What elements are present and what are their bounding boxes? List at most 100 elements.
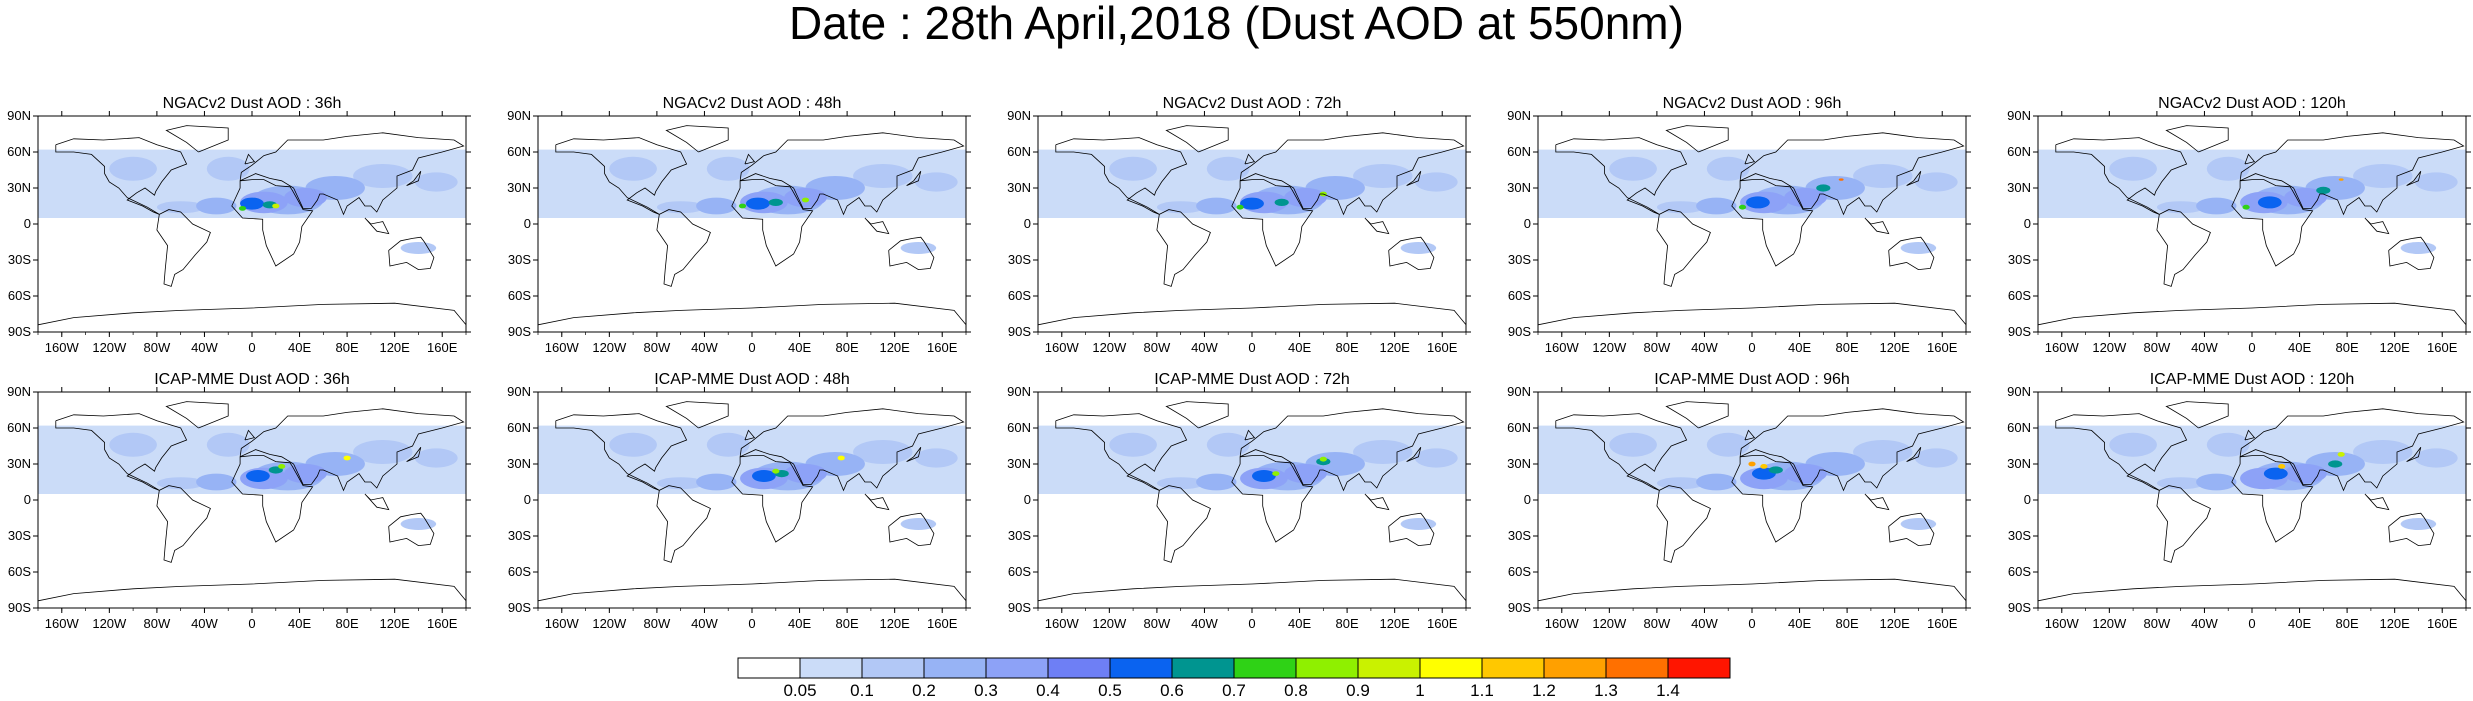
aod-cell	[853, 164, 913, 188]
colorbar-swatch	[737, 657, 801, 679]
lat-tick-label: 30S	[1008, 252, 1031, 267]
aod-cell	[1284, 188, 1327, 208]
lat-tick-label: 60N	[1507, 420, 1531, 435]
aod-cell	[706, 432, 750, 457]
aod-cell	[1784, 188, 1827, 208]
lon-tick-label: 120W	[1092, 340, 1127, 355]
coastline	[231, 455, 314, 543]
coastline	[244, 153, 256, 165]
aod-cell	[914, 172, 958, 192]
coastline	[2038, 302, 2466, 326]
coastline	[2388, 236, 2435, 271]
aod-cell	[1400, 518, 1437, 530]
lon-tick-label: 120E	[1879, 340, 1910, 355]
lon-tick-label: 160E	[1427, 616, 1458, 631]
coastline	[1744, 153, 1756, 165]
coastline	[2038, 578, 2466, 602]
colorbar-label: 0.8	[1284, 681, 1308, 700]
coastline	[1388, 236, 1435, 271]
coastline	[1731, 455, 1814, 543]
colorbar-label: 0.6	[1160, 681, 1184, 700]
lat-tick-label: 60S	[508, 564, 531, 579]
coastline	[2239, 408, 2465, 492]
coastline	[2231, 179, 2314, 267]
lat-tick-label: 60N	[1507, 144, 1531, 159]
map-frame	[37, 115, 467, 333]
aod-cell	[2400, 242, 2437, 254]
colorbar-swatch	[861, 657, 925, 679]
coastline	[156, 485, 211, 563]
lat-tick-label: 90S	[1008, 324, 1031, 339]
coastline	[1231, 455, 1314, 543]
lat-tick-label: 30N	[1007, 180, 1031, 195]
lon-tick-label: 40W	[191, 340, 218, 355]
colorbar-swatch	[1357, 657, 1421, 679]
aod-cell	[1816, 184, 1831, 192]
colorbar-label: 0.5	[1098, 681, 1122, 700]
aod-cell	[2353, 440, 2413, 464]
coastline	[364, 217, 390, 235]
coastline	[156, 209, 211, 287]
coastline	[1038, 578, 1466, 602]
lat-tick-label: 60N	[2007, 420, 2031, 435]
aod-cell	[240, 197, 264, 210]
aod-cell	[1236, 204, 1244, 210]
aod-cell	[2328, 460, 2343, 468]
lon-tick-label: 80E	[2336, 616, 2359, 631]
panel-title: ICAP-MME Dust AOD : 36h	[154, 371, 350, 388]
aod-cell	[1914, 172, 1958, 192]
lon-tick-label: 40W	[691, 340, 718, 355]
panel-title: NGACv2 Dust AOD : 120h	[2158, 95, 2346, 112]
aod-cell	[206, 432, 250, 457]
lat-tick-label: 90S	[2008, 324, 2031, 339]
lat-tick-label: 30N	[2007, 456, 2031, 471]
colorbar-swatch	[923, 657, 987, 679]
coastline	[1538, 578, 1966, 602]
colorbar-label: 1	[1415, 681, 1424, 700]
colorbar-label: 1.2	[1532, 681, 1556, 700]
lon-tick-label: 80W	[644, 616, 671, 631]
lat-tick-label: 30S	[1508, 528, 1531, 543]
colorbar-label: 0.2	[912, 681, 936, 700]
lat-tick-label: 60S	[2008, 288, 2031, 303]
aod-cell	[1656, 477, 1705, 490]
lon-tick-label: 80W	[1144, 616, 1171, 631]
aod-cell	[1414, 448, 1458, 468]
lon-tick-label: 0	[748, 616, 755, 631]
aod-cell	[1768, 466, 1783, 474]
lat-tick-label: 60S	[8, 564, 31, 579]
lon-tick-label: 40E	[288, 340, 311, 355]
colorbar-swatch	[985, 657, 1049, 679]
lat-tick-label: 60S	[8, 288, 31, 303]
lon-tick-label: 120E	[1379, 616, 1410, 631]
lon-tick-label: 40E	[788, 340, 811, 355]
aod-cell	[2414, 172, 2458, 192]
lon-tick-label: 120W	[592, 340, 627, 355]
coastline	[1555, 413, 1688, 491]
aod-cell	[156, 477, 205, 490]
aod-cell	[2414, 448, 2458, 468]
map-panel: 90N 60N 30N 0 30S 60S 90S 160W 120W 80W 40W 0 40E 80E…	[2007, 371, 2471, 631]
map-panel: 90N 60N 30N 0 30S 60S 90S 160W 120W 80W 40W 0 40E 80E…	[1007, 371, 1471, 631]
coastline	[2055, 137, 2188, 215]
coastline	[1364, 217, 1390, 235]
aod-cell	[1706, 156, 1750, 181]
lon-tick-label: 160W	[1545, 616, 1580, 631]
aod-cell	[2400, 518, 2437, 530]
aod-cell	[746, 197, 770, 210]
coastline	[864, 493, 890, 511]
colorbar-label: 0.9	[1346, 681, 1370, 700]
aod-cell	[1319, 456, 1327, 462]
colorbar-label: 1.3	[1594, 681, 1618, 700]
lat-tick-label: 30S	[508, 528, 531, 543]
lon-tick-label: 40W	[691, 616, 718, 631]
coastline	[2231, 455, 2314, 543]
lat-tick-label: 30S	[508, 252, 531, 267]
lat-tick-label: 0	[524, 492, 531, 507]
coastline	[2364, 493, 2390, 511]
aod-cell	[1274, 198, 1289, 206]
lon-tick-label: 80E	[1836, 616, 1859, 631]
coastline	[1364, 493, 1390, 511]
lat-tick-label: 90S	[1508, 600, 1531, 615]
lat-tick-label: 0	[1524, 492, 1531, 507]
